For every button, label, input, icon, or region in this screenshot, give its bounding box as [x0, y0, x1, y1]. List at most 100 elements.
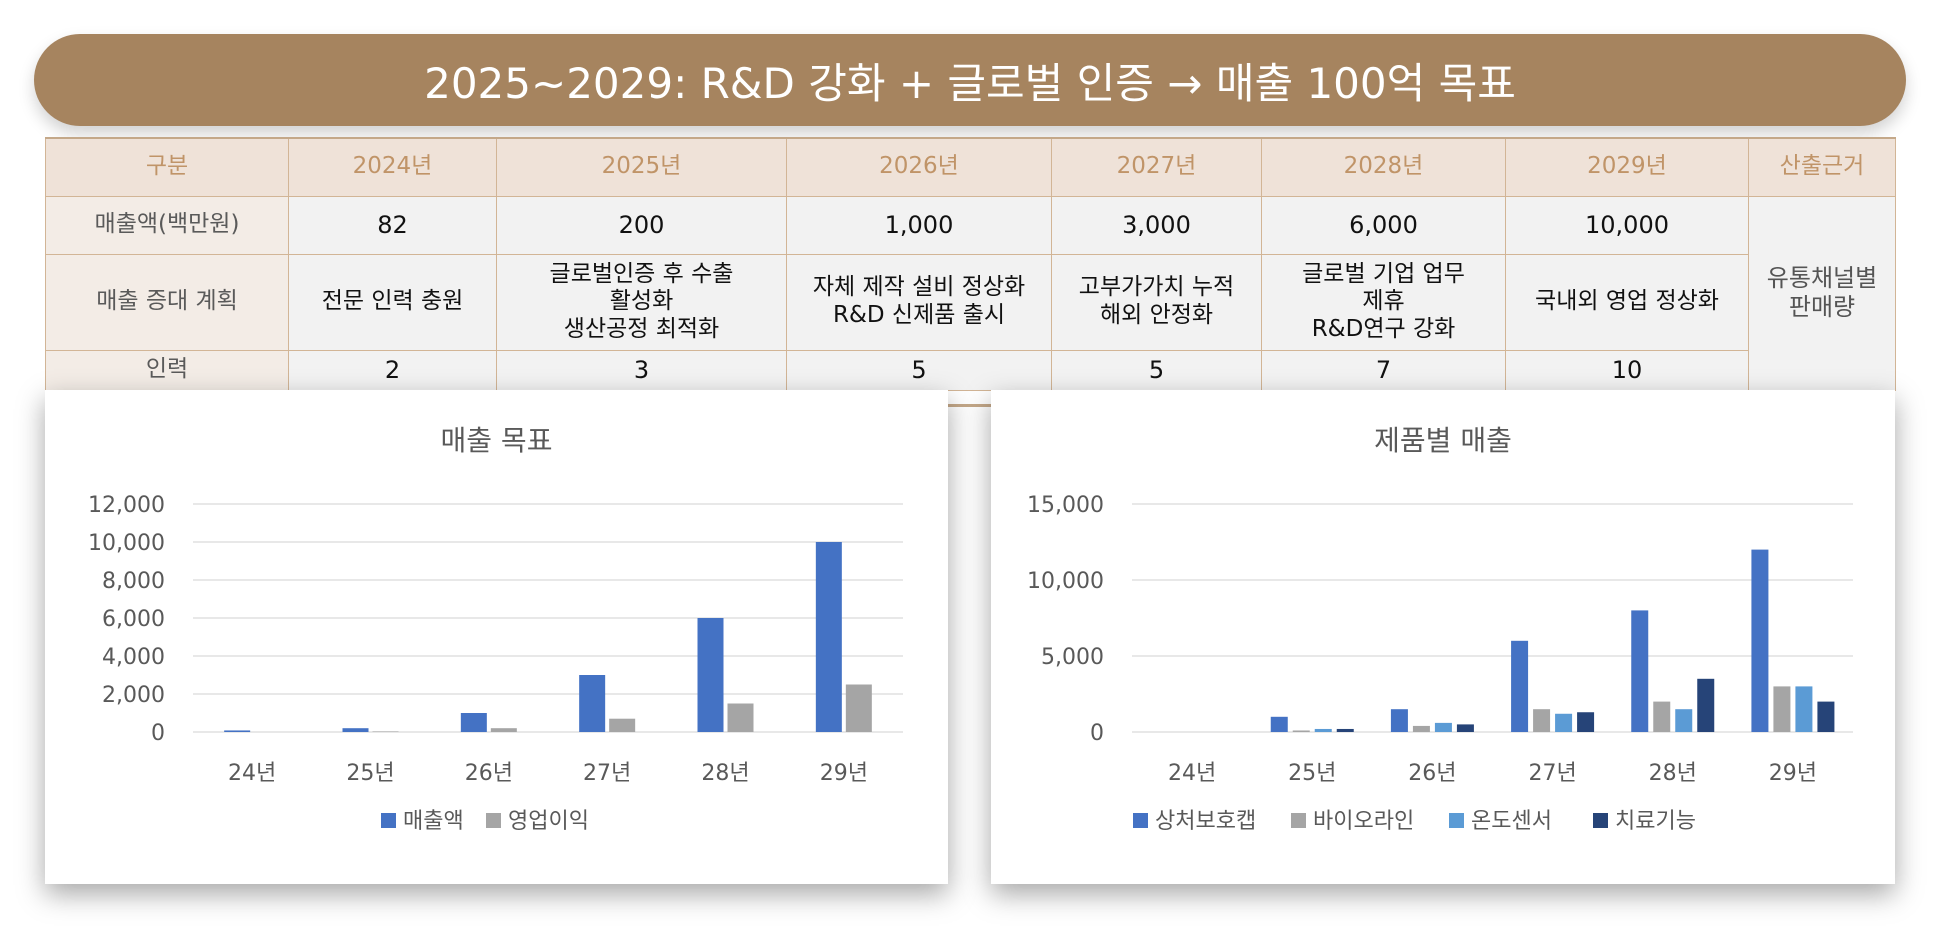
sales-2029: 10,000 [1505, 195, 1749, 255]
plan-2026: 자체 제작 설비 정상화 R&D 신제품 출시 [786, 253, 1052, 351]
chart-title: 제품별 매출 [1374, 424, 1512, 457]
bar-치료기능-26년 [1456, 724, 1474, 732]
x-tick-label: 29년 [1769, 761, 1817, 786]
y-tick-label: 10,000 [1027, 569, 1104, 594]
bar-바이오라인-29년 [1773, 686, 1791, 732]
sales-plan-table: 구분 2024년 2025년 2026년 2027년 2028년 2029년 산… [45, 137, 1896, 391]
sales-target-chart: 매출 목표 0 2,000 4,000 6,000 8,000 10,000 12,000 24… [88, 424, 903, 834]
x-tick-label: 28년 [701, 761, 749, 786]
legend-label: 치료기능 [1615, 809, 1696, 834]
bar-온도센서-27년 [1555, 713, 1573, 732]
bar-매출액-29년 [815, 542, 842, 732]
plan-2029: 국내외 영업 정상화 [1505, 253, 1749, 351]
y-tick-label: 10,000 [88, 531, 165, 556]
legend-swatch [1133, 813, 1148, 828]
table-row-plan: 매출 증대 계획 전문 인력 충원 글로벌인증 후 수출 활성화 생산공정 최적… [45, 253, 1896, 351]
header-2024: 2024년 [288, 137, 497, 197]
bar-온도센서-29년 [1795, 686, 1813, 732]
bar-상처보호캡-27년 [1511, 640, 1529, 732]
y-tick-label: 12,000 [88, 493, 165, 518]
bar-바이오라인-25년 [1292, 730, 1310, 732]
basis-cell: 유통채널별 판매량 [1748, 195, 1896, 391]
legend-label: 매출액 [403, 809, 464, 834]
bar-바이오라인-26년 [1412, 725, 1430, 732]
bar-매출액-25년 [342, 728, 369, 732]
x-tick-label: 27년 [583, 761, 631, 786]
row-label-plan: 매출 증대 계획 [45, 253, 289, 351]
bar-치료기능-25년 [1336, 728, 1354, 732]
bar-상처보호캡-29년 [1751, 549, 1769, 732]
bar-영업이익-28년 [727, 703, 754, 732]
bar-바이오라인-28년 [1653, 701, 1671, 732]
legend-swatch [1291, 813, 1306, 828]
bar-상처보호캡-26년 [1390, 709, 1408, 732]
bar-상처보호캡-25년 [1270, 716, 1288, 732]
y-tick-label: 0 [1090, 721, 1104, 746]
x-tick-label: 29년 [820, 761, 868, 786]
header-category: 구분 [45, 137, 289, 197]
sales-2024: 82 [288, 195, 497, 255]
bar-매출액-24년 [224, 730, 251, 732]
y-tick-label: 8,000 [102, 569, 165, 594]
staff-2028: 7 [1261, 349, 1506, 391]
header-2025: 2025년 [496, 137, 787, 197]
banner-title: 2025~2029: R&D 강화 + 글로벌 인증 → 매출 100억 목표 [424, 58, 1516, 108]
plan-2028: 글로벌 기업 업무 제휴 R&D연구 강화 [1261, 253, 1506, 351]
x-tick-label: 28년 [1649, 761, 1697, 786]
product-sales-chart-panel: 제품별 매출 0 5,000 10,000 15,000 24년 25년 26년 27년 28년 2… [991, 390, 1895, 884]
bar-영업이익-25년 [372, 731, 399, 732]
bar-온도센서-25년 [1314, 728, 1332, 732]
bar-매출액-27년 [579, 675, 606, 732]
x-tick-label: 26년 [1408, 761, 1456, 786]
staff-2027: 5 [1051, 349, 1262, 391]
x-tick-label: 24년 [228, 761, 276, 786]
y-tick-label: 4,000 [102, 645, 165, 670]
staff-2029: 10 [1505, 349, 1749, 391]
plan-2024: 전문 인력 충원 [288, 253, 497, 351]
sales-2027: 3,000 [1051, 195, 1262, 255]
y-tick-label: 0 [151, 721, 165, 746]
bar-영업이익-27년 [609, 718, 636, 732]
header-2029: 2029년 [1505, 137, 1749, 197]
bar-매출액-28년 [697, 618, 724, 732]
legend-label: 온도센서 [1471, 809, 1552, 834]
y-tick-label: 2,000 [102, 683, 165, 708]
chart-title: 매출 목표 [441, 424, 553, 457]
staff-2024: 2 [288, 349, 497, 391]
title-banner: 2025~2029: R&D 강화 + 글로벌 인증 → 매출 100억 목표 [34, 34, 1906, 126]
bar-상처보호캡-28년 [1631, 610, 1649, 732]
legend-swatch [1449, 813, 1464, 828]
header-2026: 2026년 [786, 137, 1052, 197]
header-basis: 산출근거 [1748, 137, 1896, 197]
x-tick-label: 25년 [1288, 761, 1336, 786]
table-bottom-rule [870, 404, 1050, 407]
plan-2025: 글로벌인증 후 수출 활성화 생산공정 최적화 [496, 253, 787, 351]
bar-영업이익-26년 [490, 728, 517, 732]
bar-온도센서-28년 [1675, 709, 1693, 732]
header-2027: 2027년 [1051, 137, 1262, 197]
plan-2027: 고부가가치 누적 해외 안정화 [1051, 253, 1262, 351]
staff-2025: 3 [496, 349, 787, 391]
bar-온도센서-26년 [1434, 722, 1452, 732]
bar-치료기능-27년 [1577, 712, 1595, 732]
x-tick-label: 27년 [1528, 761, 1576, 786]
legend-label: 영업이익 [508, 809, 589, 834]
table-row-staff: 인력 2 3 5 5 7 10 [45, 349, 1896, 391]
y-tick-label: 15,000 [1027, 493, 1104, 518]
bar-치료기능-29년 [1817, 701, 1835, 732]
x-tick-label: 25년 [346, 761, 394, 786]
sales-target-chart-panel: 매출 목표 0 2,000 4,000 6,000 8,000 10,000 12,000 24… [45, 390, 948, 884]
sales-2026: 1,000 [786, 195, 1052, 255]
legend-swatch [381, 813, 396, 828]
y-tick-label: 5,000 [1041, 645, 1104, 670]
legend-label: 상처보호캡 [1155, 809, 1256, 834]
bar-치료기능-28년 [1697, 678, 1715, 732]
row-label-sales: 매출액(백만원) [45, 195, 289, 255]
bar-매출액-26년 [460, 713, 487, 732]
table-header-row: 구분 2024년 2025년 2026년 2027년 2028년 2029년 산… [45, 137, 1896, 197]
table-row-sales: 매출액(백만원) 82 200 1,000 3,000 6,000 10,000… [45, 195, 1896, 391]
legend-swatch [486, 813, 501, 828]
staff-2026: 5 [786, 349, 1052, 391]
header-2028: 2028년 [1261, 137, 1506, 197]
product-sales-chart: 제품별 매출 0 5,000 10,000 15,000 24년 25년 26년 27년 28년 2… [1027, 424, 1853, 834]
